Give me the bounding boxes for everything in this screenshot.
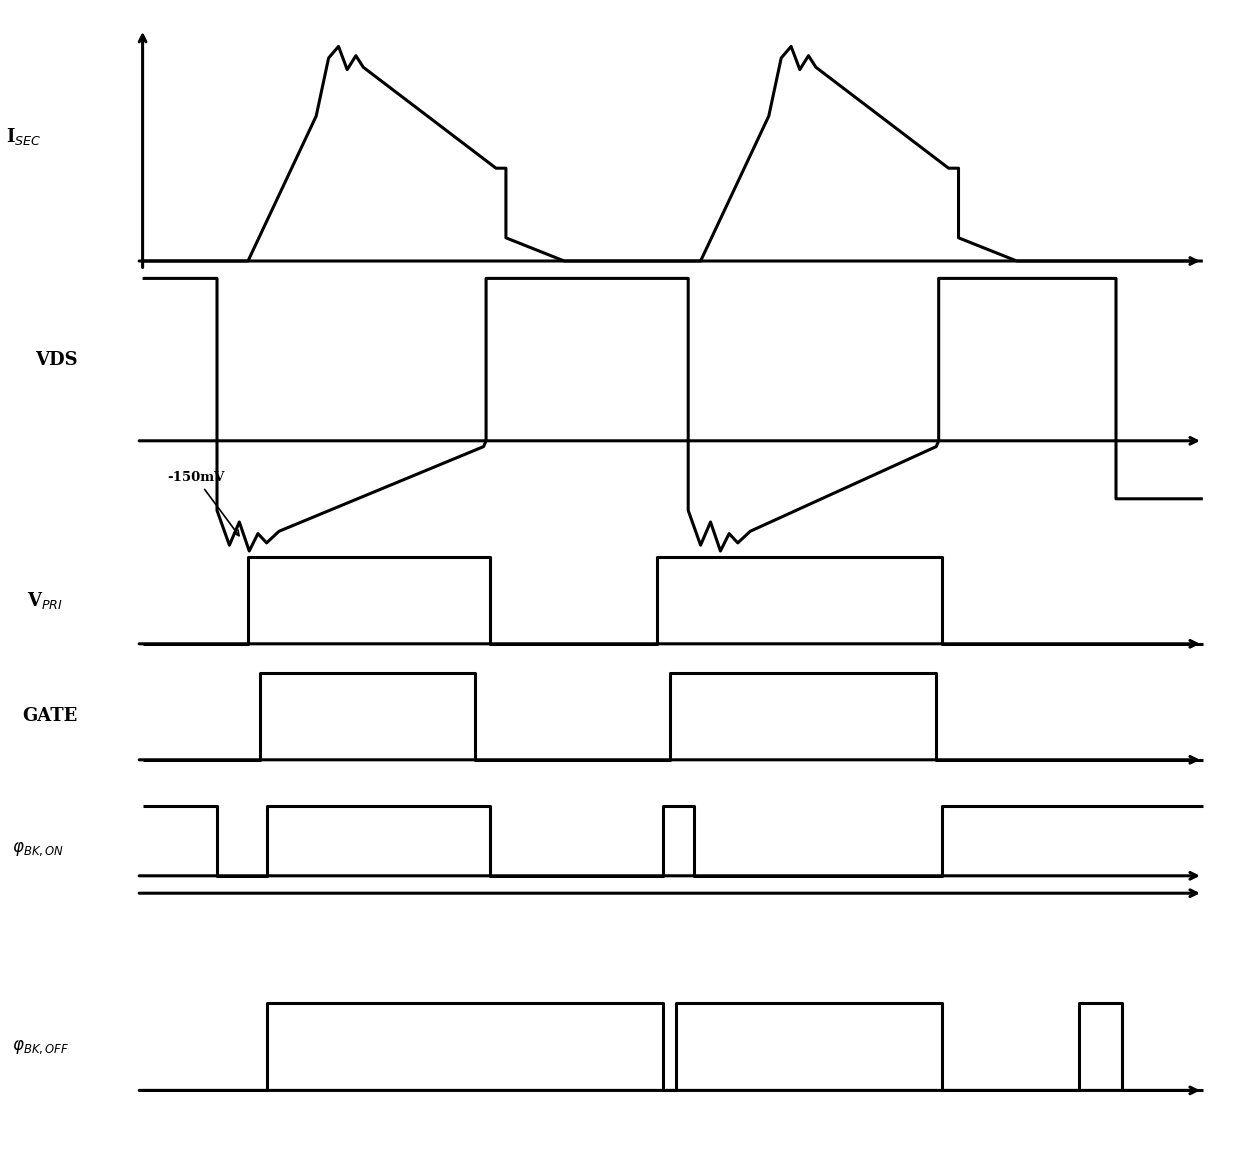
Text: V$_{PRI}$: V$_{PRI}$ [27, 589, 63, 611]
Text: I$_{SEC}$: I$_{SEC}$ [6, 125, 41, 147]
Text: -150mV: -150mV [167, 471, 239, 536]
Text: GATE: GATE [22, 708, 78, 725]
Text: $\varphi$$_{BK,ON}$: $\varphi$$_{BK,ON}$ [12, 841, 64, 858]
Text: $\varphi$$_{BK,OFF}$: $\varphi$$_{BK,OFF}$ [12, 1038, 69, 1056]
Text: VDS: VDS [35, 350, 77, 369]
